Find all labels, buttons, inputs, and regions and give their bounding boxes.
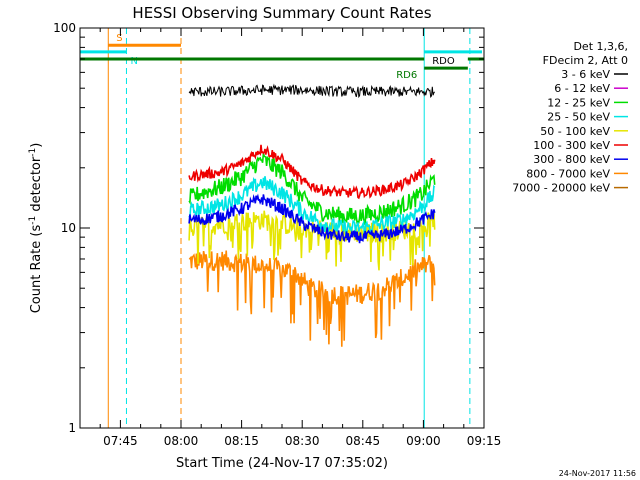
series-line-50-100kev [188,210,436,271]
legend-label-5: 100 - 300 keV [533,139,610,152]
legend-label-2: 12 - 25 keV [547,96,610,109]
y-tick-label-0: 1 [68,421,76,435]
legend-header-line-2: FDecim 2, Att 0 [543,54,628,67]
x-tick-label-6: 09:15 [467,434,502,448]
series-line-800-7000kev [188,250,436,347]
y-tick-label-1: 10 [61,221,76,235]
chart-title: HESSI Observing Summary Count Rates [132,4,431,22]
series-line-12-25kev [188,153,436,228]
x-axis-label: Start Time (24-Nov-17 07:35:02) [176,456,388,471]
y-tick-label-2: 100 [53,21,76,35]
observing-bars: S N RD6 RDO [80,33,484,81]
x-tick-label-5: 09:00 [406,434,441,448]
legend-header-line-1: Det 1,3,6, [573,40,628,53]
axis-ticks: 07:45 08:00 08:15 08:30 08:45 09:00 09:15 1 10 10… [53,21,501,448]
legend-label-3: 25 - 50 keV [547,111,610,124]
flag-bar-label-1: N [130,56,137,67]
timestamp: 24-Nov-2017 11:56 [559,469,636,478]
x-tick-label-3: 08:30 [285,434,320,448]
series-line-3-6kev [188,83,436,99]
x-tick-label-0: 07:45 [103,434,138,448]
series-line-100-300kev [188,144,436,200]
series-line-300-800kev [188,193,436,244]
legend-label-1: 6 - 12 keV [554,82,610,95]
x-tick-label-4: 08:45 [346,434,381,448]
legend-label-6: 300 - 800 keV [533,153,610,166]
series-lines [188,83,436,347]
flag-bar-label-4: RDO [432,56,455,67]
x-tick-label-2: 08:15 [224,434,259,448]
legend-label-4: 50 - 100 keV [540,125,610,138]
legend-label-0: 3 - 6 keV [561,68,610,81]
legend-label-8: 7000 - 20000 keV [512,182,610,195]
y-axis-label: Count Rate (s-1 detector-1) [28,143,44,314]
flag-bar-label-0: S [116,33,122,44]
legend-label-7: 800 - 7000 keV [526,167,610,180]
series-line-25-50kev [188,176,436,238]
x-tick-label-1: 08:00 [164,434,199,448]
flag-bar-label-3: RD6 [396,70,417,81]
